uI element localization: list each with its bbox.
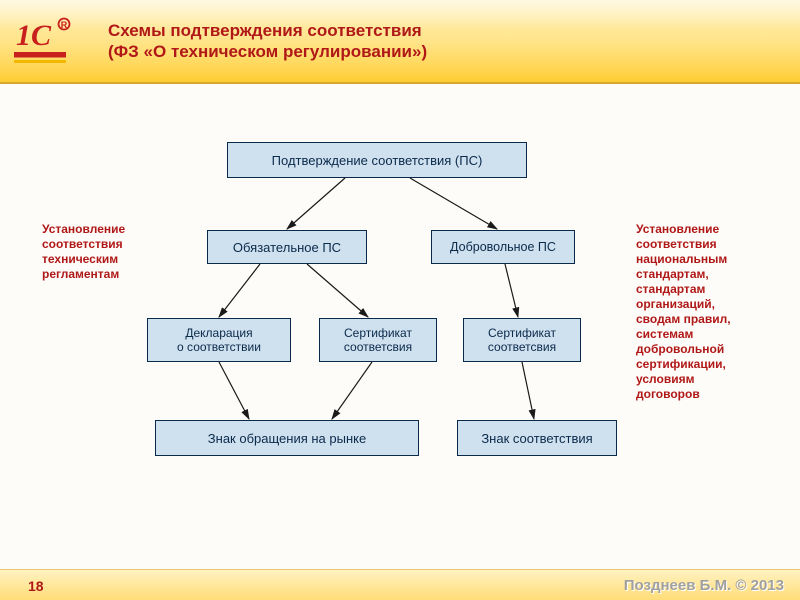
svg-text:R: R xyxy=(61,20,68,30)
node-voluntary: Добровольное ПС xyxy=(431,230,575,264)
side-label-left: Установлениесоответствиятехническимрегла… xyxy=(42,222,182,282)
slide-title: Схемы подтверждения соответствия (ФЗ «О … xyxy=(108,20,427,63)
side-label-right: Установлениесоответствиянациональнымстан… xyxy=(636,222,796,402)
svg-text:1С: 1С xyxy=(16,19,52,52)
node-certificate-oblig: Сертификатсоответсвия xyxy=(319,318,437,362)
node-market-mark: Знак обращения на рынке xyxy=(155,420,419,456)
title-line1: Схемы подтверждения соответствия xyxy=(108,21,422,40)
logo-1c: 1С R xyxy=(14,12,76,68)
node-declaration: Декларацияо соответствии xyxy=(147,318,291,362)
footer-credit: Позднеев Б.М. © 2013 xyxy=(624,577,784,594)
page-number: 18 xyxy=(28,578,44,594)
title-line2: (ФЗ «О техническом регулировании») xyxy=(108,42,427,61)
node-obligatory: Обязательное ПС xyxy=(207,230,367,264)
node-root: Подтверждение соответствия (ПС) xyxy=(227,142,527,178)
node-certificate-volun: Сертификатсоответсвия xyxy=(463,318,581,362)
node-conformity-mark: Знак соответствия xyxy=(457,420,617,456)
